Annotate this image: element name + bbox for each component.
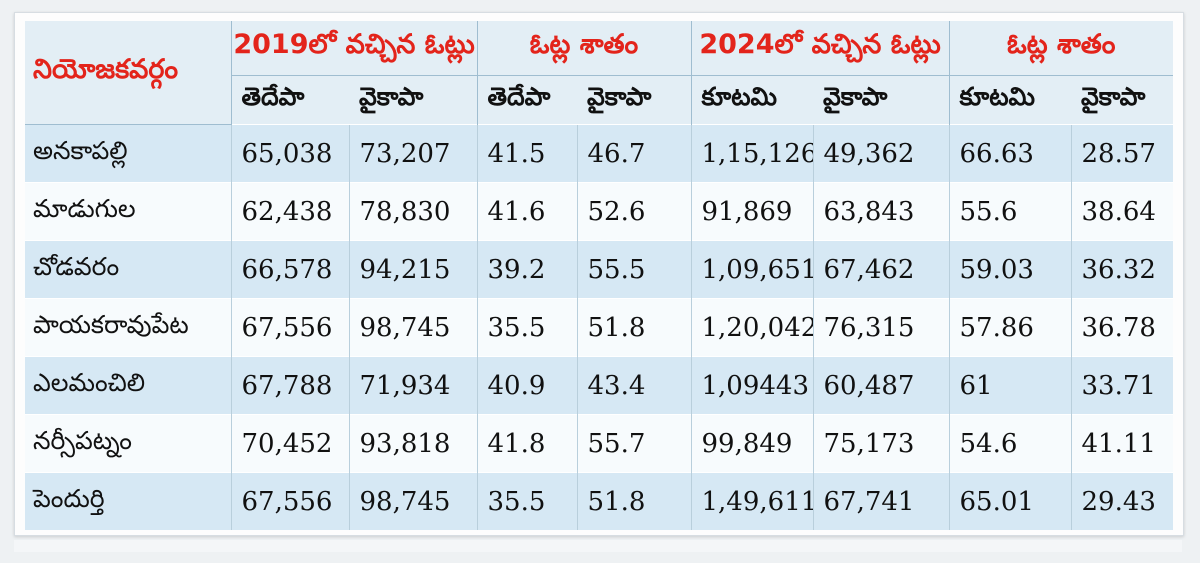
- value-cell: 65.01: [948, 472, 1071, 530]
- table-body: అనకాపల్లి 65,038 73,207 41.5 46.7 1,15,126 49,…: [25, 124, 1173, 530]
- value-cell: 43.4: [576, 356, 691, 415]
- value-cell: 61: [948, 356, 1071, 415]
- value-cell: 46.7: [576, 124, 691, 183]
- header-constituency: నియోజకవర్గం: [25, 21, 231, 125]
- value-cell: 60,487: [812, 356, 949, 415]
- value-cell: 65,038: [230, 124, 349, 183]
- value-cell: 1,49,611: [690, 472, 813, 530]
- value-cell: 78,830: [348, 182, 477, 241]
- value-cell: 35.5: [476, 298, 577, 357]
- table-row: పెందుర్తి 67,556 98,745 35.5 51.8 1,49,611 67,…: [25, 472, 1173, 530]
- subheader-cell: తెదేపా: [230, 75, 349, 125]
- value-cell: 1,15,126: [690, 124, 813, 183]
- value-cell: 67,462: [812, 240, 949, 299]
- table-row: పాయకరావుపేట 67,556 98,745 35.5 51.8 1,20,042 7…: [25, 298, 1173, 357]
- value-cell: 63,843: [812, 182, 949, 241]
- subheader-cell: వైకాపా: [349, 75, 477, 125]
- table-row: ఎలమంచిలి 67,788 71,934 40.9 43.4 1,09443 60,48…: [25, 356, 1173, 415]
- value-cell: 51.8: [576, 298, 691, 357]
- constituency-name: చోడవరం: [25, 240, 231, 299]
- subheader-cell: వైకాపా: [1071, 75, 1173, 125]
- value-cell: 67,741: [812, 472, 949, 530]
- value-cell: 59.03: [948, 240, 1071, 299]
- value-cell: 29.43: [1070, 472, 1173, 530]
- value-cell: 41.5: [476, 124, 577, 183]
- constituency-name: పాయకరావుపేట: [25, 298, 231, 357]
- constituency-name: అనకాపల్లి: [25, 124, 231, 183]
- header-votes-2019: 2019లో వచ్చిన ఓట్లు: [230, 21, 477, 76]
- value-cell: 75,173: [812, 414, 949, 473]
- value-cell: 54.6: [948, 414, 1071, 473]
- value-cell: 99,849: [690, 414, 813, 473]
- value-cell: 62,438: [230, 182, 349, 241]
- value-cell: 67,556: [230, 472, 349, 530]
- subheader-cell: వైకాపా: [577, 75, 691, 125]
- constituency-name: పెందుర్తి: [25, 472, 231, 530]
- value-cell: 71,934: [348, 356, 477, 415]
- value-cell: 41.8: [476, 414, 577, 473]
- value-cell: 36.78: [1070, 298, 1173, 357]
- value-cell: 66,578: [230, 240, 349, 299]
- bottom-strip: [14, 540, 1182, 552]
- value-cell: 66.63: [948, 124, 1071, 183]
- header-percent-2019: ఓట్ల శాతం: [476, 21, 691, 76]
- value-cell: 57.86: [948, 298, 1071, 357]
- header-row-groups: నియోజకవర్గం 2019లో వచ్చిన ఓట్లు ఓట్ల శాత…: [25, 21, 1173, 125]
- header-votes-2024: 2024లో వచ్చిన ఓట్లు: [690, 21, 949, 76]
- value-cell: 28.57: [1070, 124, 1173, 183]
- value-cell: 55.7: [576, 414, 691, 473]
- value-cell: 67,556: [230, 298, 349, 357]
- subheader-cell: తెదేపా: [476, 75, 577, 125]
- value-cell: 55.6: [948, 182, 1071, 241]
- subheader-cell: కూటమి: [690, 75, 813, 125]
- election-results-table: నియోజకవర్గం 2019లో వచ్చిన ఓట్లు ఓట్ల శాత…: [25, 21, 1173, 530]
- value-cell: 55.5: [576, 240, 691, 299]
- table-row: నర్సీపట్నం 70,452 93,818 41.8 55.7 99,849 75,1…: [25, 414, 1173, 473]
- value-cell: 41.11: [1070, 414, 1173, 473]
- value-cell: 93,818: [348, 414, 477, 473]
- value-cell: 38.64: [1070, 182, 1173, 241]
- subheader-cell: కూటమి: [948, 75, 1071, 125]
- value-cell: 67,788: [230, 356, 349, 415]
- value-cell: 36.32: [1070, 240, 1173, 299]
- value-cell: 33.71: [1070, 356, 1173, 415]
- value-cell: 70,452: [230, 414, 349, 473]
- header-percent-2024: ఓట్ల శాతం: [948, 21, 1173, 76]
- table-row: మాడుగుల 62,438 78,830 41.6 52.6 91,869 63,843 5…: [25, 182, 1173, 241]
- value-cell: 52.6: [576, 182, 691, 241]
- constituency-name: నర్సీపట్నం: [25, 414, 231, 473]
- value-cell: 98,745: [348, 472, 477, 530]
- value-cell: 1,09,651: [690, 240, 813, 299]
- value-cell: 76,315: [812, 298, 949, 357]
- value-cell: 41.6: [476, 182, 577, 241]
- value-cell: 1,09443: [690, 356, 813, 415]
- value-cell: 40.9: [476, 356, 577, 415]
- table-row: అనకాపల్లి 65,038 73,207 41.5 46.7 1,15,126 49,…: [25, 124, 1173, 183]
- subheader-cell: వైకాపా: [813, 75, 949, 125]
- value-cell: 49,362: [812, 124, 949, 183]
- value-cell: 39.2: [476, 240, 577, 299]
- table-row: చోడవరం 66,578 94,215 39.2 55.5 1,09,651 67,462…: [25, 240, 1173, 299]
- value-cell: 51.8: [576, 472, 691, 530]
- value-cell: 98,745: [348, 298, 477, 357]
- value-cell: 91,869: [690, 182, 813, 241]
- value-cell: 94,215: [348, 240, 477, 299]
- header-row-parties: తెదేపా వైకాపా తెదేపా వైకాపా కూటమి వైకాపా…: [25, 75, 1173, 125]
- table-panel: నియోజకవర్గం 2019లో వచ్చిన ఓట్లు ఓట్ల శాత…: [14, 12, 1184, 536]
- constituency-name: మాడుగుల: [25, 182, 231, 241]
- value-cell: 73,207: [348, 124, 477, 183]
- value-cell: 35.5: [476, 472, 577, 530]
- constituency-name: ఎలమంచిలి: [25, 356, 231, 415]
- value-cell: 1,20,042: [690, 298, 813, 357]
